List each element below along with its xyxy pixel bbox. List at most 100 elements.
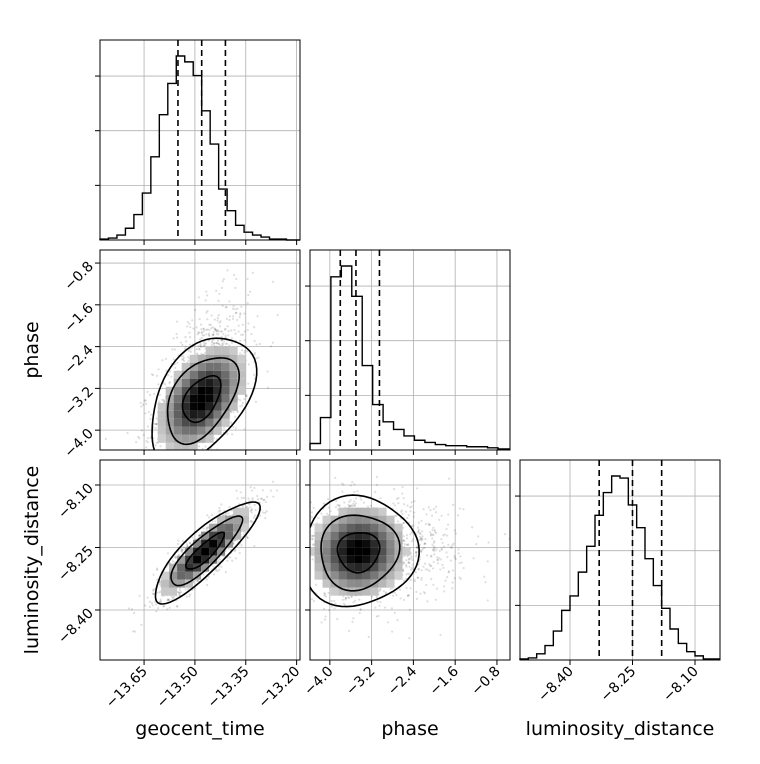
sample-point <box>205 526 209 529</box>
density-cell <box>201 555 210 564</box>
sample-point <box>188 331 191 334</box>
sample-point <box>442 566 445 569</box>
sample-point <box>420 569 423 572</box>
sample-point <box>434 511 438 514</box>
sample-point <box>174 556 178 560</box>
sample-point <box>475 542 478 546</box>
sample-point <box>433 546 436 549</box>
sample-point <box>416 546 419 549</box>
sample-point <box>197 534 201 538</box>
sample-point <box>272 480 275 483</box>
sample-point <box>142 433 145 437</box>
sample-point <box>218 506 221 510</box>
sample-point <box>189 348 192 351</box>
hist-bar-phase <box>373 405 383 450</box>
sample-point <box>405 565 408 568</box>
sample-point <box>253 326 256 329</box>
contour-level-3 <box>151 337 258 450</box>
hist-bar-phase <box>435 445 445 450</box>
contour-level-2 <box>320 514 401 592</box>
sample-point <box>240 349 244 352</box>
sample-point <box>217 299 220 302</box>
sample-point <box>354 502 357 505</box>
density-cell <box>346 571 355 580</box>
density-cell <box>314 563 323 572</box>
sample-point <box>231 317 235 321</box>
hist-bar-luminosity_distance <box>687 652 695 660</box>
density-cell <box>237 362 246 371</box>
sample-point <box>408 557 411 560</box>
sample-point <box>328 609 331 612</box>
sample-point <box>130 608 134 611</box>
sample-point <box>405 534 409 537</box>
sample-point <box>229 421 232 424</box>
sample-point <box>231 559 234 562</box>
sample-point <box>188 343 192 346</box>
sample-point <box>187 349 190 352</box>
density-cell <box>205 370 214 379</box>
density-cell <box>213 402 222 411</box>
sample-point <box>197 445 201 448</box>
density-cell <box>181 442 190 450</box>
density-cell <box>394 523 403 532</box>
sample-point <box>417 568 420 571</box>
density-cell <box>310 547 315 556</box>
sample-point <box>214 569 218 572</box>
sample-point <box>327 591 330 595</box>
sample-point <box>424 523 428 526</box>
density-cell <box>161 579 170 588</box>
sample-point <box>422 591 426 594</box>
density-cell <box>362 587 371 596</box>
sample-point <box>161 398 164 402</box>
sample-point <box>333 599 336 603</box>
density-cell <box>229 394 238 403</box>
sample-point <box>312 534 315 538</box>
density-cell <box>314 539 323 548</box>
sample-point <box>200 328 203 331</box>
sample-point <box>420 550 423 553</box>
sample-point <box>204 445 207 448</box>
density-cell <box>189 402 198 411</box>
sample-point <box>163 604 166 608</box>
sample-point <box>257 356 260 359</box>
sample-point <box>251 499 254 502</box>
sample-point <box>312 599 316 603</box>
sample-point <box>472 557 475 560</box>
sample-point <box>408 608 411 611</box>
sample-point <box>225 317 229 321</box>
density-cell <box>362 579 371 588</box>
sample-point <box>389 587 392 590</box>
density-cell <box>173 442 182 450</box>
sample-point <box>144 412 147 415</box>
sample-point <box>423 592 426 595</box>
sample-point <box>369 504 373 507</box>
sample-point <box>425 554 429 557</box>
density-cell <box>354 515 363 524</box>
sample-point <box>431 567 435 570</box>
density-cell <box>209 539 218 548</box>
sample-point <box>200 336 203 339</box>
sample-point <box>362 501 366 504</box>
sample-point <box>399 510 403 513</box>
sample-point <box>447 570 451 573</box>
sample-point <box>240 544 243 547</box>
sample-point <box>406 594 409 597</box>
density-cell <box>378 547 387 556</box>
sample-point <box>196 579 199 582</box>
density-cell <box>197 426 206 435</box>
sample-point <box>344 596 348 599</box>
sample-point <box>178 587 182 590</box>
sample-point <box>186 325 189 328</box>
sample-point <box>483 575 486 578</box>
density-cell <box>346 579 355 588</box>
sample-point <box>358 598 361 601</box>
sample-point <box>220 565 223 568</box>
sample-point <box>200 352 203 355</box>
sample-point <box>410 555 413 558</box>
sample-point <box>435 548 438 551</box>
sample-point <box>421 535 424 538</box>
sample-point <box>251 497 254 500</box>
density-cell <box>378 571 387 580</box>
sample-point <box>159 445 162 448</box>
sample-point <box>132 630 135 633</box>
